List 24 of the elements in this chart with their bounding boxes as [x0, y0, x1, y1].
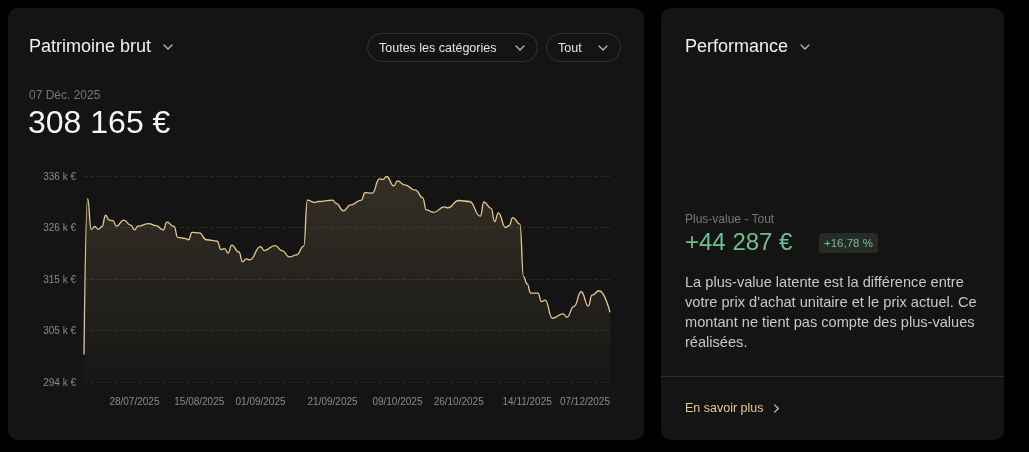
- y-tick-label: 294 k €: [43, 376, 77, 388]
- x-tick-label: 28/07/2025: [109, 395, 160, 407]
- text: Toutes les catégories: [379, 40, 497, 55]
- text: En savoir plus: [685, 401, 765, 415]
- text: Plus-value - Tout: [685, 212, 775, 226]
- text: Performance: [685, 36, 790, 57]
- text: La plus-value latente est la différence entre votre prix d'achat unitaire et le prix actuel. Ce montant ne tient pas compte des plus-values réalisées.: [685, 273, 978, 352]
- x-tick-label: 14/11/2025: [502, 395, 553, 407]
- x-tick-label: 21/09/2025: [307, 395, 359, 407]
- y-tick-label: 305 k €: [43, 325, 77, 336]
- x-tick-label: 01/09/2025: [235, 395, 286, 407]
- x-tick-label: 15/08/2025: [174, 395, 225, 407]
- text: +44 287 €: [685, 228, 793, 256]
- x-tick-label: 26/10/2025: [433, 395, 485, 407]
- text: +16,78 %: [819, 233, 878, 253]
- y-tick-label: 336 k €: [43, 170, 77, 182]
- chart-title: Patrimoine brut: [29, 36, 152, 56]
- text: 308 165 €: [28, 104, 171, 141]
- x-tick-label: 07/12/2025: [559, 395, 611, 407]
- text: 07 Déc. 2025: [29, 88, 101, 102]
- y-tick-label: 315 k €: [43, 273, 77, 285]
- text: Tout: [558, 40, 582, 55]
- y-tick-label: 326 k €: [43, 222, 77, 233]
- x-tick-label: 09/10/2025: [372, 395, 423, 407]
